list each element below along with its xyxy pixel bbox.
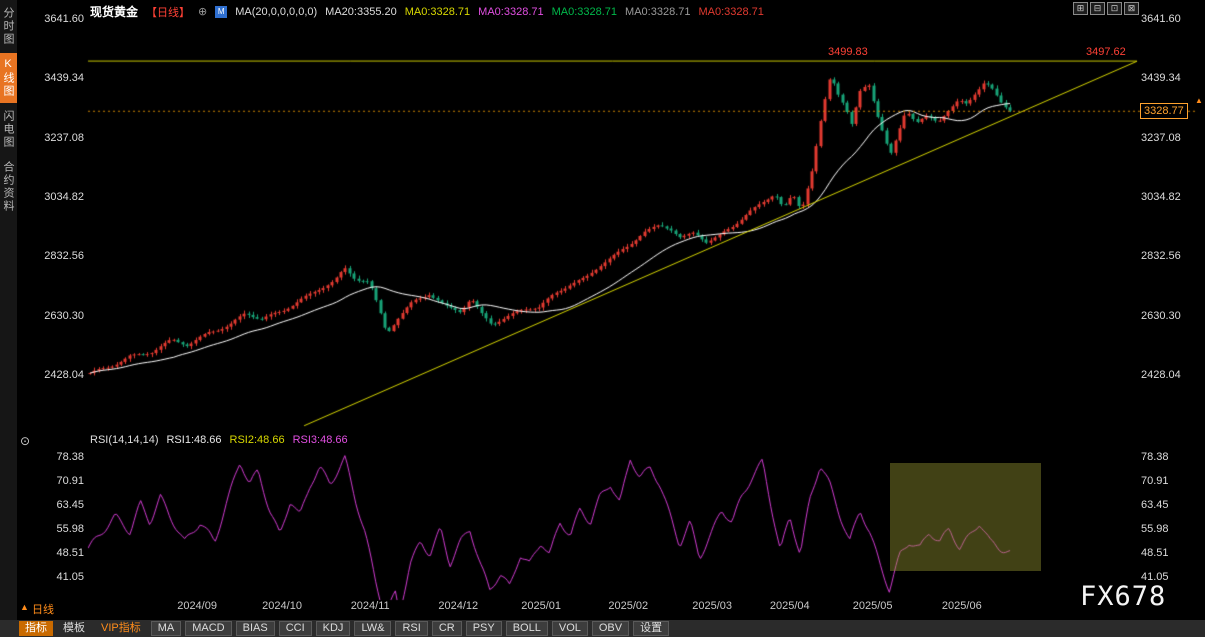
tab-macd[interactable]: MACD xyxy=(185,621,232,636)
period-label[interactable]: 日线 xyxy=(32,604,54,616)
rsi-axis-label-right: 41.05 xyxy=(1141,571,1169,583)
rsi-axis-label-right: 70.91 xyxy=(1141,475,1169,487)
sidebar-item-flash-chart[interactable]: 闪电图 xyxy=(2,110,14,149)
period-tag: 【日线】 xyxy=(146,6,191,19)
time-axis-label: 2024/10 xyxy=(262,600,302,612)
rsi-axis-label-left: 48.51 xyxy=(56,547,84,560)
ma-value-5: MA0:3328.71 xyxy=(698,5,764,18)
time-axis-label: 2025/04 xyxy=(769,600,810,612)
left-sidebar: 分时图 K线图闪电图合约资料 xyxy=(0,0,17,637)
price-axis-label-left: 3641.60 xyxy=(44,13,84,25)
price-axis-label-left: 2428.04 xyxy=(44,369,84,381)
tab-cci[interactable]: CCI xyxy=(278,621,312,636)
rsi-axis-label-left: 55.98 xyxy=(56,523,84,535)
price-axis-label-right: 3237.08 xyxy=(1141,131,1181,144)
ma20-value: MA20:3355.20 xyxy=(325,5,397,18)
price-axis-label-right: 3439.34 xyxy=(1141,72,1181,85)
ma-value-3: MA0:3328.71 xyxy=(551,5,618,18)
time-axis-label: 2024/12 xyxy=(438,600,479,612)
time-axis-label: 2025/01 xyxy=(521,600,562,612)
price-axis-label-right: 2630.30 xyxy=(1141,309,1181,322)
ma-value-2: MA0:3328.71 xyxy=(478,5,544,18)
sidebar-item-kline-chart[interactable]: K线图 xyxy=(0,53,17,103)
price-axis-label-left: 3439.34 xyxy=(44,72,84,85)
rsi-value-3: RSI3:48.66 xyxy=(292,434,348,446)
time-axis-label: 2025/02 xyxy=(608,600,649,612)
tab-indicators[interactable]: 指标 xyxy=(19,621,53,636)
rsi-value-2: RSI2:48.66 xyxy=(229,434,285,446)
time-axis-label: 2025/05 xyxy=(852,600,893,612)
price-axis-label-left: 2630.30 xyxy=(44,309,84,322)
rsi-axis-label-right: 48.51 xyxy=(1141,547,1169,560)
time-axis-label: 2025/06 xyxy=(941,600,982,612)
tab-lw[interactable]: LW& xyxy=(354,621,392,636)
tab-vip-indicators[interactable]: VIP指标 xyxy=(101,622,141,634)
rsi-selection-region[interactable] xyxy=(890,463,1041,571)
tab-ma[interactable]: MA xyxy=(150,621,182,636)
tab-bias[interactable]: BIAS xyxy=(235,621,275,636)
chart-layout-toolbar: ⊞ ⊟ ⊡ ⊠ xyxy=(1073,2,1139,15)
price-axis-label-left: 3237.08 xyxy=(44,131,84,144)
watermark: FX678 xyxy=(1080,581,1167,612)
last-price-tag: 3328.77 xyxy=(1140,102,1188,119)
panel-toggle-icon[interactable]: ⊙ xyxy=(20,434,31,448)
add-indicator-icon[interactable]: ⊕ xyxy=(198,6,208,18)
period-up-icon[interactable]: ▲ xyxy=(20,602,29,612)
tab-psy[interactable]: PSY xyxy=(465,621,502,636)
tab-cr[interactable]: CR xyxy=(431,621,462,636)
price-axis-label-right: 3641.60 xyxy=(1141,13,1181,25)
sidebar-item-contract-info[interactable]: 合约资料 xyxy=(2,161,14,213)
ma-indicator-badge-icon: M xyxy=(215,5,228,18)
rsi-axis-label-right: 55.98 xyxy=(1141,523,1169,535)
price-marker-icon[interactable]: ▲ xyxy=(1195,96,1203,105)
time-axis-label: 2024/09 xyxy=(177,600,217,612)
tab-rsi[interactable]: RSI xyxy=(395,621,428,636)
symbol-title: 现货黄金 xyxy=(90,5,139,19)
tab-vol[interactable]: VOL xyxy=(551,621,588,636)
rsi-axis-label-left: 78.38 xyxy=(56,451,84,463)
resistance-price-label: 3499.83 xyxy=(828,45,868,58)
tab-obv[interactable]: OBV xyxy=(591,621,630,636)
indicator-tab-bar: 指标 模板 VIP指标 MA MACD BIAS CCI KDJ LW& RSI CR PSY BOLL… xyxy=(0,620,1205,637)
rsi-settings-label: RSI(14,14,14) xyxy=(90,434,159,446)
chart-layout-1-icon[interactable]: ⊞ xyxy=(1073,2,1088,15)
chart-legend: 现货黄金 【日线】 ⊕ M MA(20,0,0,0,0,0) MA20:3355… xyxy=(90,3,764,20)
rsi-value-1: RSI1:48.66 xyxy=(166,434,222,446)
tab-template[interactable]: 模板 xyxy=(63,622,85,634)
rsi-axis-label-right: 78.38 xyxy=(1141,451,1169,463)
price-axis-label-left: 3034.82 xyxy=(44,191,84,203)
rsi-legend: RSI(14,14,14) RSI1:48.66 RSI2:48.66 RSI3:4… xyxy=(90,434,348,446)
ma-settings-label: MA(20,0,0,0,0,0) xyxy=(235,5,318,18)
rsi-axis-label-left: 41.05 xyxy=(56,571,84,583)
ma-value-1: MA0:3328.71 xyxy=(404,5,471,18)
chart-layout-4-icon[interactable]: ⊠ xyxy=(1124,2,1139,15)
rsi-values-group: RSI1:48.66 RSI2:48.66 RSI3:48.66 xyxy=(166,434,347,446)
chart-layout-3-icon[interactable]: ⊡ xyxy=(1107,2,1122,15)
price-axis-label-right: 2428.04 xyxy=(1141,369,1181,381)
ma-values-group: MA0:3328.71 MA0:3328.71 MA0:3328.71 MA0:332… xyxy=(405,6,764,18)
chart-layout-2-icon[interactable]: ⊟ xyxy=(1090,2,1105,15)
ma-value-4: MA0:3328.71 xyxy=(625,5,691,18)
price-axis-label-right: 3034.82 xyxy=(1141,191,1181,203)
sidebar-item-minute-chart[interactable]: 分时图 xyxy=(2,7,14,46)
trendline-price-label: 3497.62 xyxy=(1086,45,1126,58)
rsi-axis-label-left: 70.91 xyxy=(56,475,84,487)
rsi-axis-label-left: 63.45 xyxy=(56,498,84,511)
price-axis-label-right: 2832.56 xyxy=(1141,250,1181,263)
tab-boll[interactable]: BOLL xyxy=(505,621,548,636)
rsi-axis-label-right: 63.45 xyxy=(1141,498,1169,511)
time-axis-label: 2025/03 xyxy=(692,600,733,612)
price-axis-label-left: 2832.56 xyxy=(44,250,84,263)
tab-kdj[interactable]: KDJ xyxy=(315,621,351,636)
tab-settings[interactable]: 设置 xyxy=(633,621,670,636)
time-axis-label: 2024/11 xyxy=(350,600,390,612)
